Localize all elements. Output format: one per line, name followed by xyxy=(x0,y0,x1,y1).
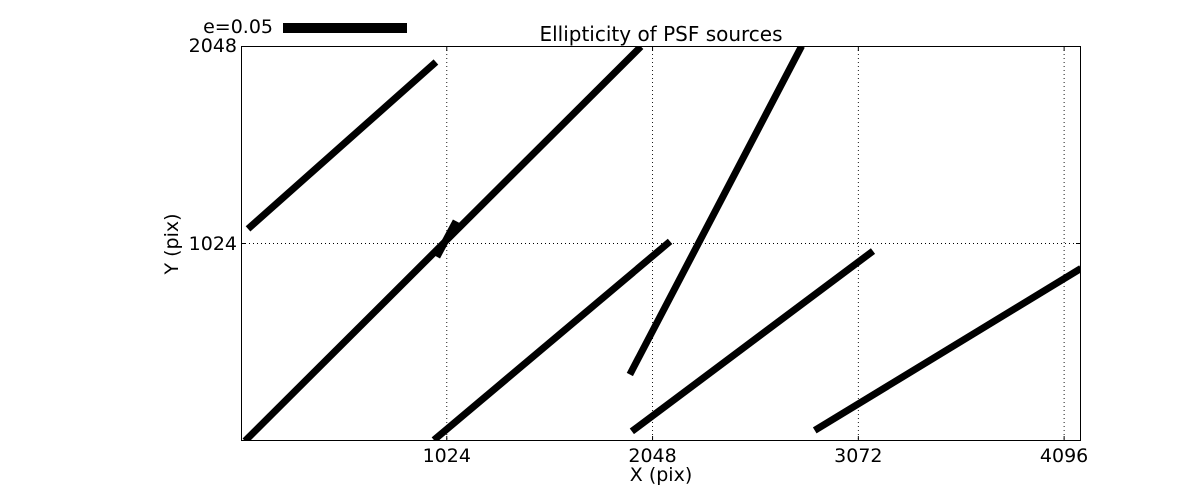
legend-label: e=0.05 xyxy=(203,16,273,38)
ellipticity-whisker-3 xyxy=(433,219,460,259)
ellipticity-whisker-5 xyxy=(629,248,876,435)
x-tick-label-1024: 1024 xyxy=(422,445,471,467)
x-tick-label-3072: 3072 xyxy=(834,445,883,467)
plot-area xyxy=(241,46,1081,441)
ellipticity-whisker-4 xyxy=(626,46,805,377)
legend-scale-bar xyxy=(283,23,407,33)
y-tick-label-2048: 2048 xyxy=(188,35,237,57)
ellipticity-whisker-0 xyxy=(245,59,439,232)
y-tick-label-1024: 1024 xyxy=(188,232,237,255)
chart-title: Ellipticity of PSF sources xyxy=(539,22,783,46)
ellipticity-whisker-2 xyxy=(431,238,673,441)
x-axis-label: X (pix) xyxy=(629,464,693,486)
ellipticity-whisker-6 xyxy=(812,265,1081,434)
x-tick-label-4096: 4096 xyxy=(1039,445,1089,467)
plot-border xyxy=(241,46,1081,441)
x-tick-label-2048: 2048 xyxy=(628,445,677,467)
